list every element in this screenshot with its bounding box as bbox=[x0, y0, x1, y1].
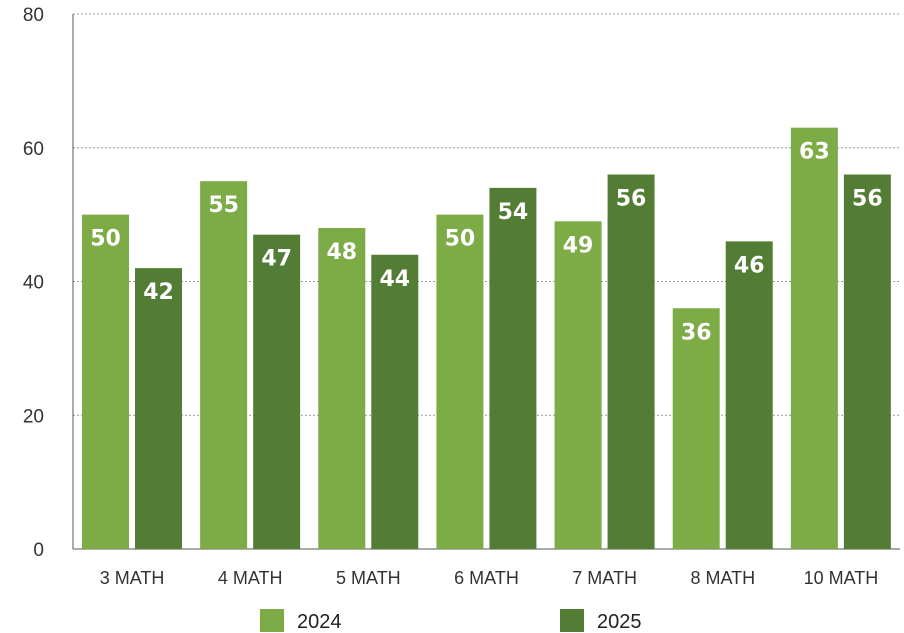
x-category-label: 3 MATH bbox=[100, 568, 165, 588]
bar-value-label: 47 bbox=[261, 247, 292, 272]
bar-value-label: 48 bbox=[326, 240, 357, 265]
x-category-label: 4 MATH bbox=[218, 568, 283, 588]
bar-2025 bbox=[725, 241, 773, 549]
bar-2024 bbox=[790, 127, 838, 549]
legend: 2024 2025 bbox=[260, 609, 642, 633]
bar-2024 bbox=[554, 221, 602, 549]
bar-value-label: 42 bbox=[143, 280, 174, 305]
y-tick-label: 0 bbox=[33, 540, 44, 561]
bar-value-label: 56 bbox=[616, 187, 647, 212]
y-tick-label: 40 bbox=[23, 273, 44, 294]
bar-2025 bbox=[371, 254, 419, 549]
x-category-label: 6 MATH bbox=[454, 568, 519, 588]
bar-2025 bbox=[135, 268, 182, 549]
gridlines bbox=[73, 13, 900, 416]
bar-value-label: 50 bbox=[90, 227, 121, 252]
y-tick-label: 80 bbox=[23, 5, 44, 26]
legend-swatch-2024 bbox=[260, 609, 284, 632]
x-category-label: 8 MATH bbox=[690, 568, 755, 588]
bar-value-label: 46 bbox=[734, 253, 765, 278]
data-labels: 50 42 55 47 48 44 50 54 49 56 36 46 63 56 bbox=[90, 140, 882, 346]
x-axis-categories: 3 MATH 4 MATH 5 MATH 6 MATH 7 MATH 8 MATH 10 M… bbox=[100, 568, 879, 588]
legend-label: 2024 bbox=[297, 611, 342, 633]
bar-2025 bbox=[607, 174, 655, 549]
legend-swatch-2025 bbox=[560, 609, 584, 632]
y-tick-label: 60 bbox=[23, 139, 44, 160]
bar-value-label: 55 bbox=[208, 193, 239, 218]
bar-value-label: 36 bbox=[681, 320, 712, 345]
bar-2024 bbox=[318, 228, 366, 549]
bars bbox=[82, 127, 891, 549]
bar-2025 bbox=[489, 187, 537, 549]
x-category-label: 10 MATH bbox=[804, 568, 879, 588]
y-axis-ticks: 0 20 40 60 80 bbox=[23, 5, 44, 561]
y-tick-label: 20 bbox=[23, 406, 44, 427]
bar-value-label: 54 bbox=[498, 200, 529, 225]
bar-2025 bbox=[253, 234, 301, 549]
bar-value-label: 49 bbox=[563, 233, 594, 258]
bar-2025 bbox=[843, 174, 891, 549]
bar-2024 bbox=[672, 308, 720, 549]
bar-value-label: 56 bbox=[852, 187, 883, 212]
bar-2024 bbox=[200, 181, 248, 549]
bar-value-label: 63 bbox=[799, 140, 830, 165]
bar-2024 bbox=[82, 214, 129, 549]
bar-value-label: 44 bbox=[379, 267, 410, 292]
bar-2024 bbox=[436, 214, 484, 549]
bar-value-label: 50 bbox=[445, 227, 476, 252]
x-category-label: 5 MATH bbox=[336, 568, 401, 588]
x-category-label: 7 MATH bbox=[572, 568, 637, 588]
legend-label: 2025 bbox=[597, 611, 642, 633]
